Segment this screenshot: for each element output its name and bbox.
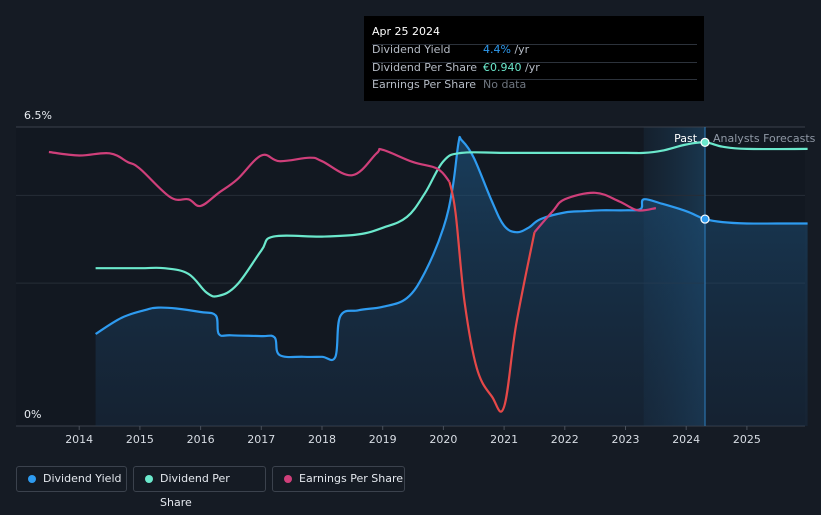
- tooltip-divider: [372, 79, 697, 80]
- tooltip-value: 4.4% /yr: [483, 43, 530, 56]
- legend-label: Dividend Yield: [43, 472, 122, 485]
- x-tick-label: 2016: [187, 433, 215, 446]
- tooltip-row-dividend-yield: Dividend Yield 4.4% /yr: [372, 43, 697, 58]
- tooltip-value: €0.940 /yr: [483, 61, 540, 74]
- x-tick-label: 2019: [369, 433, 397, 446]
- x-tick-label: 2015: [126, 433, 154, 446]
- legend-label: Dividend Per Share: [160, 472, 230, 509]
- x-tick-label: 2022: [551, 433, 579, 446]
- dividend-yield-area: [95, 136, 808, 427]
- tooltip-row-earnings-per-share: Earnings Per Share No data: [372, 78, 697, 93]
- legend-item-dividend-per-share[interactable]: Dividend Per Share: [133, 466, 266, 509]
- hover-markers: [700, 137, 710, 224]
- y-axis-max-label: 6.5%: [24, 109, 52, 122]
- earnings-per-share-drop-line: [448, 181, 536, 413]
- x-tick-label: 2020: [429, 433, 457, 446]
- earnings-per-share-swatch-icon: [284, 475, 292, 483]
- x-tick-label: 2018: [308, 433, 336, 446]
- x-tick-label: 2017: [247, 433, 275, 446]
- y-axis-min-label: 0%: [24, 408, 41, 421]
- earnings-per-share-line: [48, 147, 451, 208]
- tooltip-divider: [372, 44, 697, 45]
- tooltip-divider: [372, 62, 697, 63]
- legend-item-earnings-per-share[interactable]: Earnings Per Share: [272, 466, 405, 492]
- dividend-per-share-line: [95, 141, 808, 298]
- tooltip-label: Dividend Per Share: [372, 61, 478, 74]
- x-tick-label: 2021: [490, 433, 518, 446]
- x-tick-label: 2025: [733, 433, 761, 446]
- x-tick-label: 2024: [672, 433, 700, 446]
- tooltip-row-dividend-per-share: Dividend Per Share €0.940 /yr: [372, 61, 697, 76]
- x-tick-label: 2023: [612, 433, 640, 446]
- dividend-per-share-swatch-icon: [145, 475, 153, 483]
- tooltip-label: Dividend Yield: [372, 43, 451, 56]
- legend-item-dividend-yield[interactable]: Dividend Yield: [16, 466, 127, 492]
- dividend-yield-marker: [700, 214, 710, 224]
- earnings-per-share-line: [533, 191, 657, 233]
- x-tick-label: 2014: [65, 433, 93, 446]
- x-axis: 2014 2015 2016 2017 2018 2019 2020 2021 2022 2023…: [65, 426, 761, 446]
- tooltip: Apr 25 2024 Dividend Yield 4.4% /yr Divi…: [364, 16, 704, 101]
- dividend-yield-swatch-icon: [28, 475, 36, 483]
- series-layer: [48, 135, 808, 427]
- dividend-yield-line: [95, 135, 808, 362]
- tooltip-value: No data: [483, 78, 527, 91]
- legend-label: Earnings Per Share: [299, 472, 404, 485]
- past-region-label: Past: [674, 132, 698, 145]
- dividend-per-share-marker: [700, 137, 710, 147]
- tooltip-label: Earnings Per Share: [372, 78, 477, 91]
- tooltip-date: Apr 25 2024: [372, 25, 441, 38]
- forecast-region-label: Analysts Forecasts: [713, 132, 816, 145]
